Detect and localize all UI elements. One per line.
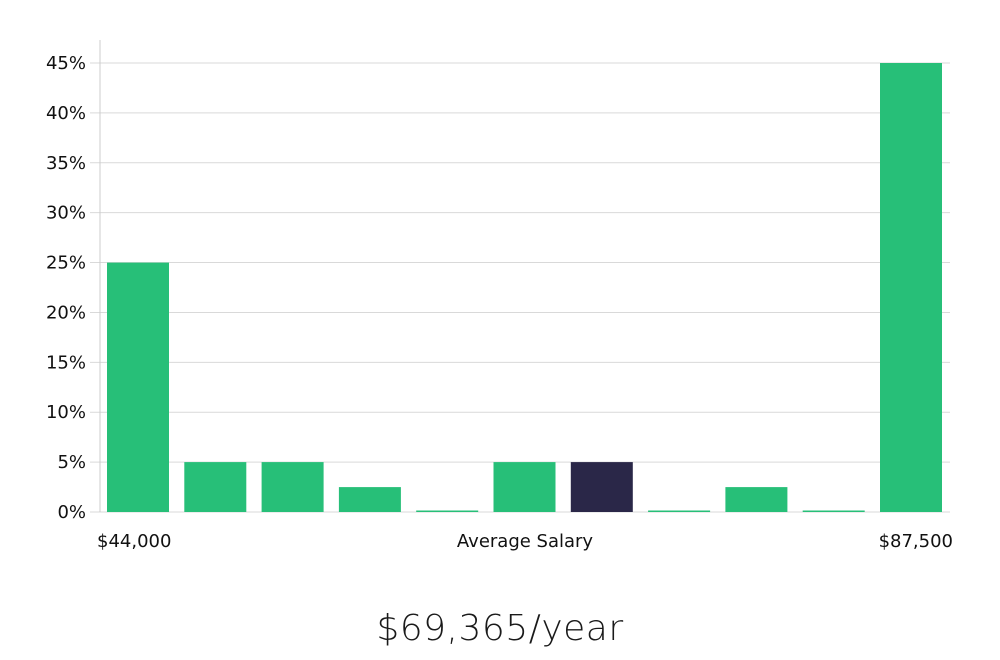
y-tick-label: 15% (46, 352, 86, 373)
bar (802, 510, 865, 512)
average-salary-value: $69,365/year (376, 608, 624, 649)
bar (648, 510, 711, 512)
y-tick-label: 30% (46, 203, 86, 224)
x-axis-title: Average Salary (457, 531, 594, 552)
bar (107, 262, 169, 512)
bar (338, 487, 401, 512)
grid-lines (90, 62, 950, 513)
bar (184, 462, 247, 512)
y-tick-label: 20% (46, 302, 86, 323)
x-min-label: $44,000 (97, 531, 171, 552)
y-tick-label: 5% (57, 452, 86, 473)
x-max-label: $87,500 (879, 531, 953, 552)
y-tick-label: 45% (46, 53, 86, 74)
y-tick-labels: 0% 5% 10% 15% 20% 25% 30% 35% 40% 45% (46, 53, 86, 523)
bar (261, 462, 324, 512)
y-tick-label: 35% (46, 153, 86, 174)
bar (725, 487, 788, 512)
salary-distribution-chart: 0% 5% 10% 15% 20% 25% 30% 35% 40% 45% $44,000 Ave… (46, 40, 953, 552)
y-tick-label: 25% (46, 253, 86, 274)
bar (880, 63, 942, 512)
y-tick-label: 0% (57, 502, 86, 523)
bar (493, 462, 556, 512)
y-tick-label: 40% (46, 103, 86, 124)
y-tick-label: 10% (46, 402, 86, 423)
bar (416, 510, 479, 512)
bar-highlighted (570, 462, 633, 512)
bars (107, 63, 942, 512)
